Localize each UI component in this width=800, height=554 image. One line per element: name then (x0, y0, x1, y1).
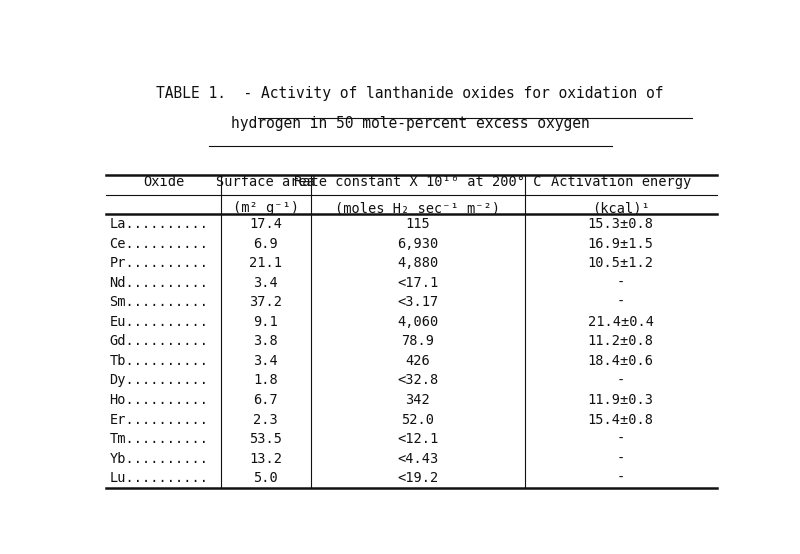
Text: 15.4±0.8: 15.4±0.8 (588, 413, 654, 427)
Text: 53.5: 53.5 (250, 432, 282, 446)
Text: 426: 426 (406, 354, 430, 368)
Text: Rate constant X 10¹⁰ at 200° C: Rate constant X 10¹⁰ at 200° C (294, 175, 542, 188)
Text: <12.1: <12.1 (397, 432, 438, 446)
Text: -: - (617, 452, 625, 465)
Text: Yb..........: Yb.......... (110, 452, 208, 465)
Text: Nd..........: Nd.......... (110, 276, 208, 290)
Text: <19.2: <19.2 (397, 471, 438, 485)
Text: <4.43: <4.43 (397, 452, 438, 465)
Text: 115: 115 (406, 217, 430, 231)
Text: 4,880: 4,880 (397, 256, 438, 270)
Text: 11.9±0.3: 11.9±0.3 (588, 393, 654, 407)
Text: 2.3: 2.3 (254, 413, 278, 427)
Text: 6,930: 6,930 (397, 237, 438, 250)
Text: -: - (617, 295, 625, 309)
Text: 9.1: 9.1 (254, 315, 278, 329)
Text: -: - (617, 276, 625, 290)
Text: 1.8: 1.8 (254, 373, 278, 387)
Text: Oxide: Oxide (143, 175, 184, 188)
Text: Pr..........: Pr.......... (110, 256, 208, 270)
Text: 37.2: 37.2 (250, 295, 282, 309)
Text: Lu..........: Lu.......... (110, 471, 208, 485)
Text: <3.17: <3.17 (397, 295, 438, 309)
Text: (kcal)¹: (kcal)¹ (592, 201, 650, 215)
Text: 11.2±0.8: 11.2±0.8 (588, 335, 654, 348)
Text: Tb..........: Tb.......... (110, 354, 208, 368)
Text: Ho..........: Ho.......... (110, 393, 208, 407)
Text: 10.5±1.2: 10.5±1.2 (588, 256, 654, 270)
Text: 6.9: 6.9 (254, 237, 278, 250)
Text: Dy..........: Dy.......... (110, 373, 208, 387)
Text: hydrogen in 50 mole-percent excess oxygen: hydrogen in 50 mole-percent excess oxyge… (230, 116, 590, 131)
Text: 15.3±0.8: 15.3±0.8 (588, 217, 654, 231)
Text: Gd..........: Gd.......... (110, 335, 208, 348)
Text: 13.2: 13.2 (250, 452, 282, 465)
Text: 21.1: 21.1 (250, 256, 282, 270)
Text: Ce..........: Ce.......... (110, 237, 208, 250)
Text: 3.4: 3.4 (254, 354, 278, 368)
Text: 21.4±0.4: 21.4±0.4 (588, 315, 654, 329)
Text: Surface area: Surface area (216, 175, 315, 188)
Text: 3.4: 3.4 (254, 276, 278, 290)
Text: Er..........: Er.......... (110, 413, 208, 427)
Text: 3.8: 3.8 (254, 335, 278, 348)
Text: 17.4: 17.4 (250, 217, 282, 231)
Text: 16.9±1.5: 16.9±1.5 (588, 237, 654, 250)
Text: <32.8: <32.8 (397, 373, 438, 387)
Text: <17.1: <17.1 (397, 276, 438, 290)
Text: 18.4±0.6: 18.4±0.6 (588, 354, 654, 368)
Text: -: - (617, 471, 625, 485)
Text: Eu..........: Eu.......... (110, 315, 208, 329)
Text: TABLE 1.  - Activity of lanthanide oxides for oxidation of: TABLE 1. - Activity of lanthanide oxides… (156, 86, 664, 101)
Text: -: - (617, 432, 625, 446)
Text: Tm..........: Tm.......... (110, 432, 208, 446)
Text: 5.0: 5.0 (254, 471, 278, 485)
Text: (m² g⁻¹): (m² g⁻¹) (233, 201, 299, 215)
Text: Activation energy: Activation energy (550, 175, 691, 188)
Text: 4,060: 4,060 (397, 315, 438, 329)
Text: 78.9: 78.9 (402, 335, 434, 348)
Text: 6.7: 6.7 (254, 393, 278, 407)
Text: -: - (617, 373, 625, 387)
Text: 342: 342 (406, 393, 430, 407)
Text: (moles H₂ sec⁻¹ m⁻²): (moles H₂ sec⁻¹ m⁻²) (335, 201, 500, 215)
Text: 52.0: 52.0 (402, 413, 434, 427)
Text: Sm..........: Sm.......... (110, 295, 208, 309)
Text: La..........: La.......... (110, 217, 208, 231)
